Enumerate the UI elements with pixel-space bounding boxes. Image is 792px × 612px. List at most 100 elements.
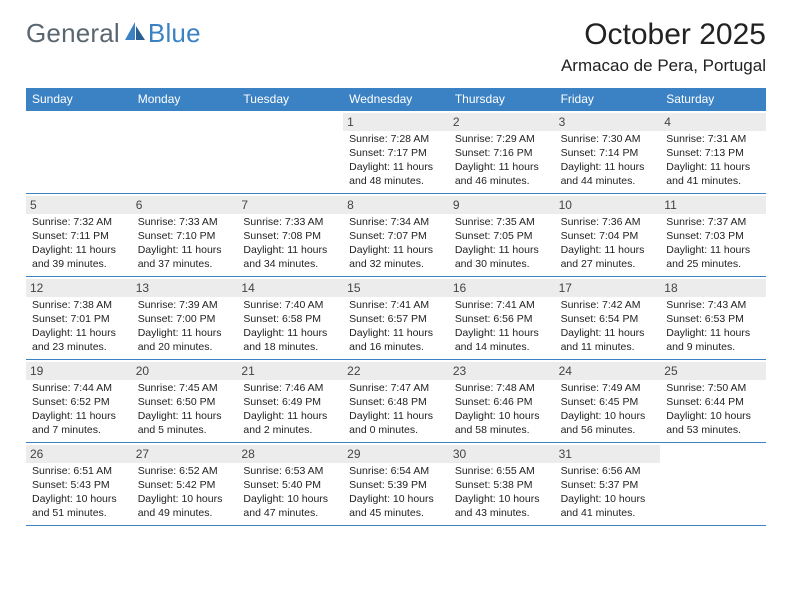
sunset-text: Sunset: 6:57 PM	[349, 313, 445, 327]
sunrise-text: Sunrise: 7:29 AM	[455, 133, 551, 147]
calendar-cell: 20Sunrise: 7:45 AMSunset: 6:50 PMDayligh…	[132, 360, 238, 442]
sunset-text: Sunset: 7:05 PM	[455, 230, 551, 244]
day-number: 8	[343, 196, 449, 214]
calendar-week: 5Sunrise: 7:32 AMSunset: 7:11 PMDaylight…	[26, 194, 766, 277]
sunrise-text: Sunrise: 7:43 AM	[666, 299, 762, 313]
day-number: 22	[343, 362, 449, 380]
sunrise-text: Sunrise: 7:44 AM	[32, 382, 128, 396]
day-header: Wednesday	[343, 88, 449, 111]
sunrise-text: Sunrise: 7:40 AM	[243, 299, 339, 313]
daylight-text: Daylight: 10 hours	[561, 493, 657, 507]
day-number: 28	[237, 445, 343, 463]
calendar-cell: 18Sunrise: 7:43 AMSunset: 6:53 PMDayligh…	[660, 277, 766, 359]
calendar-week: 19Sunrise: 7:44 AMSunset: 6:52 PMDayligh…	[26, 360, 766, 443]
sunrise-text: Sunrise: 7:30 AM	[561, 133, 657, 147]
daylight-text: Daylight: 11 hours	[138, 410, 234, 424]
daylight-text: and 45 minutes.	[349, 507, 445, 521]
day-number: 24	[555, 362, 661, 380]
calendar-cell	[237, 111, 343, 193]
daylight-text: Daylight: 11 hours	[32, 244, 128, 258]
daylight-text: and 18 minutes.	[243, 341, 339, 355]
sunset-text: Sunset: 5:37 PM	[561, 479, 657, 493]
daylight-text: and 9 minutes.	[666, 341, 762, 355]
daylight-text: and 0 minutes.	[349, 424, 445, 438]
daylight-text: and 44 minutes.	[561, 175, 657, 189]
daylight-text: and 51 minutes.	[32, 507, 128, 521]
daylight-text: and 27 minutes.	[561, 258, 657, 272]
day-header: Thursday	[449, 88, 555, 111]
sunrise-text: Sunrise: 7:33 AM	[243, 216, 339, 230]
daylight-text: and 47 minutes.	[243, 507, 339, 521]
daylight-text: and 46 minutes.	[455, 175, 551, 189]
day-number: 16	[449, 279, 555, 297]
daylight-text: and 5 minutes.	[138, 424, 234, 438]
day-number: 5	[26, 196, 132, 214]
day-number: 21	[237, 362, 343, 380]
calendar-cell	[132, 111, 238, 193]
daylight-text: and 37 minutes.	[138, 258, 234, 272]
daylight-text: and 14 minutes.	[455, 341, 551, 355]
sunrise-text: Sunrise: 7:37 AM	[666, 216, 762, 230]
brand-part2: Blue	[148, 18, 201, 49]
sunrise-text: Sunrise: 7:38 AM	[32, 299, 128, 313]
sunset-text: Sunset: 6:48 PM	[349, 396, 445, 410]
location-label: Armacao de Pera, Portugal	[561, 56, 766, 76]
day-number: 14	[237, 279, 343, 297]
day-number: 10	[555, 196, 661, 214]
header: General Blue October 2025 Armacao de Per…	[0, 0, 792, 84]
daylight-text: Daylight: 11 hours	[666, 244, 762, 258]
sunrise-text: Sunrise: 7:45 AM	[138, 382, 234, 396]
sunset-text: Sunset: 7:04 PM	[561, 230, 657, 244]
daylight-text: and 41 minutes.	[561, 507, 657, 521]
sunset-text: Sunset: 6:53 PM	[666, 313, 762, 327]
day-number: 12	[26, 279, 132, 297]
calendar-cell: 13Sunrise: 7:39 AMSunset: 7:00 PMDayligh…	[132, 277, 238, 359]
sunset-text: Sunset: 7:16 PM	[455, 147, 551, 161]
daylight-text: Daylight: 11 hours	[32, 410, 128, 424]
daylight-text: and 43 minutes.	[455, 507, 551, 521]
daylight-text: Daylight: 10 hours	[561, 410, 657, 424]
calendar-cell: 29Sunrise: 6:54 AMSunset: 5:39 PMDayligh…	[343, 443, 449, 525]
sunrise-text: Sunrise: 7:41 AM	[455, 299, 551, 313]
calendar-cell: 22Sunrise: 7:47 AMSunset: 6:48 PMDayligh…	[343, 360, 449, 442]
day-number: 29	[343, 445, 449, 463]
daylight-text: and 7 minutes.	[32, 424, 128, 438]
daylight-text: and 56 minutes.	[561, 424, 657, 438]
daylight-text: Daylight: 11 hours	[349, 244, 445, 258]
calendar-cell: 14Sunrise: 7:40 AMSunset: 6:58 PMDayligh…	[237, 277, 343, 359]
daylight-text: Daylight: 10 hours	[666, 410, 762, 424]
calendar-cell: 23Sunrise: 7:48 AMSunset: 6:46 PMDayligh…	[449, 360, 555, 442]
daylight-text: Daylight: 11 hours	[561, 327, 657, 341]
calendar-cell: 10Sunrise: 7:36 AMSunset: 7:04 PMDayligh…	[555, 194, 661, 276]
sunset-text: Sunset: 6:49 PM	[243, 396, 339, 410]
sunrise-text: Sunrise: 7:42 AM	[561, 299, 657, 313]
sunrise-text: Sunrise: 7:39 AM	[138, 299, 234, 313]
calendar-cell: 12Sunrise: 7:38 AMSunset: 7:01 PMDayligh…	[26, 277, 132, 359]
calendar-cell: 17Sunrise: 7:42 AMSunset: 6:54 PMDayligh…	[555, 277, 661, 359]
day-number: 4	[660, 113, 766, 131]
calendar-cell: 25Sunrise: 7:50 AMSunset: 6:44 PMDayligh…	[660, 360, 766, 442]
day-number: 9	[449, 196, 555, 214]
daylight-text: Daylight: 11 hours	[138, 244, 234, 258]
sunrise-text: Sunrise: 6:53 AM	[243, 465, 339, 479]
sunrise-text: Sunrise: 7:28 AM	[349, 133, 445, 147]
sunset-text: Sunset: 7:03 PM	[666, 230, 762, 244]
daylight-text: and 32 minutes.	[349, 258, 445, 272]
daylight-text: and 30 minutes.	[455, 258, 551, 272]
daylight-text: Daylight: 11 hours	[349, 410, 445, 424]
sunset-text: Sunset: 7:08 PM	[243, 230, 339, 244]
sunrise-text: Sunrise: 7:50 AM	[666, 382, 762, 396]
brand-part1: General	[26, 18, 120, 49]
sunset-text: Sunset: 7:07 PM	[349, 230, 445, 244]
day-number: 11	[660, 196, 766, 214]
sunrise-text: Sunrise: 6:54 AM	[349, 465, 445, 479]
day-header: Sunday	[26, 88, 132, 111]
daylight-text: Daylight: 10 hours	[455, 410, 551, 424]
calendar-week: 26Sunrise: 6:51 AMSunset: 5:43 PMDayligh…	[26, 443, 766, 526]
calendar-cell: 7Sunrise: 7:33 AMSunset: 7:08 PMDaylight…	[237, 194, 343, 276]
sunset-text: Sunset: 7:11 PM	[32, 230, 128, 244]
calendar-cell: 27Sunrise: 6:52 AMSunset: 5:42 PMDayligh…	[132, 443, 238, 525]
daylight-text: Daylight: 11 hours	[666, 161, 762, 175]
calendar-cell: 15Sunrise: 7:41 AMSunset: 6:57 PMDayligh…	[343, 277, 449, 359]
daylight-text: Daylight: 11 hours	[455, 244, 551, 258]
